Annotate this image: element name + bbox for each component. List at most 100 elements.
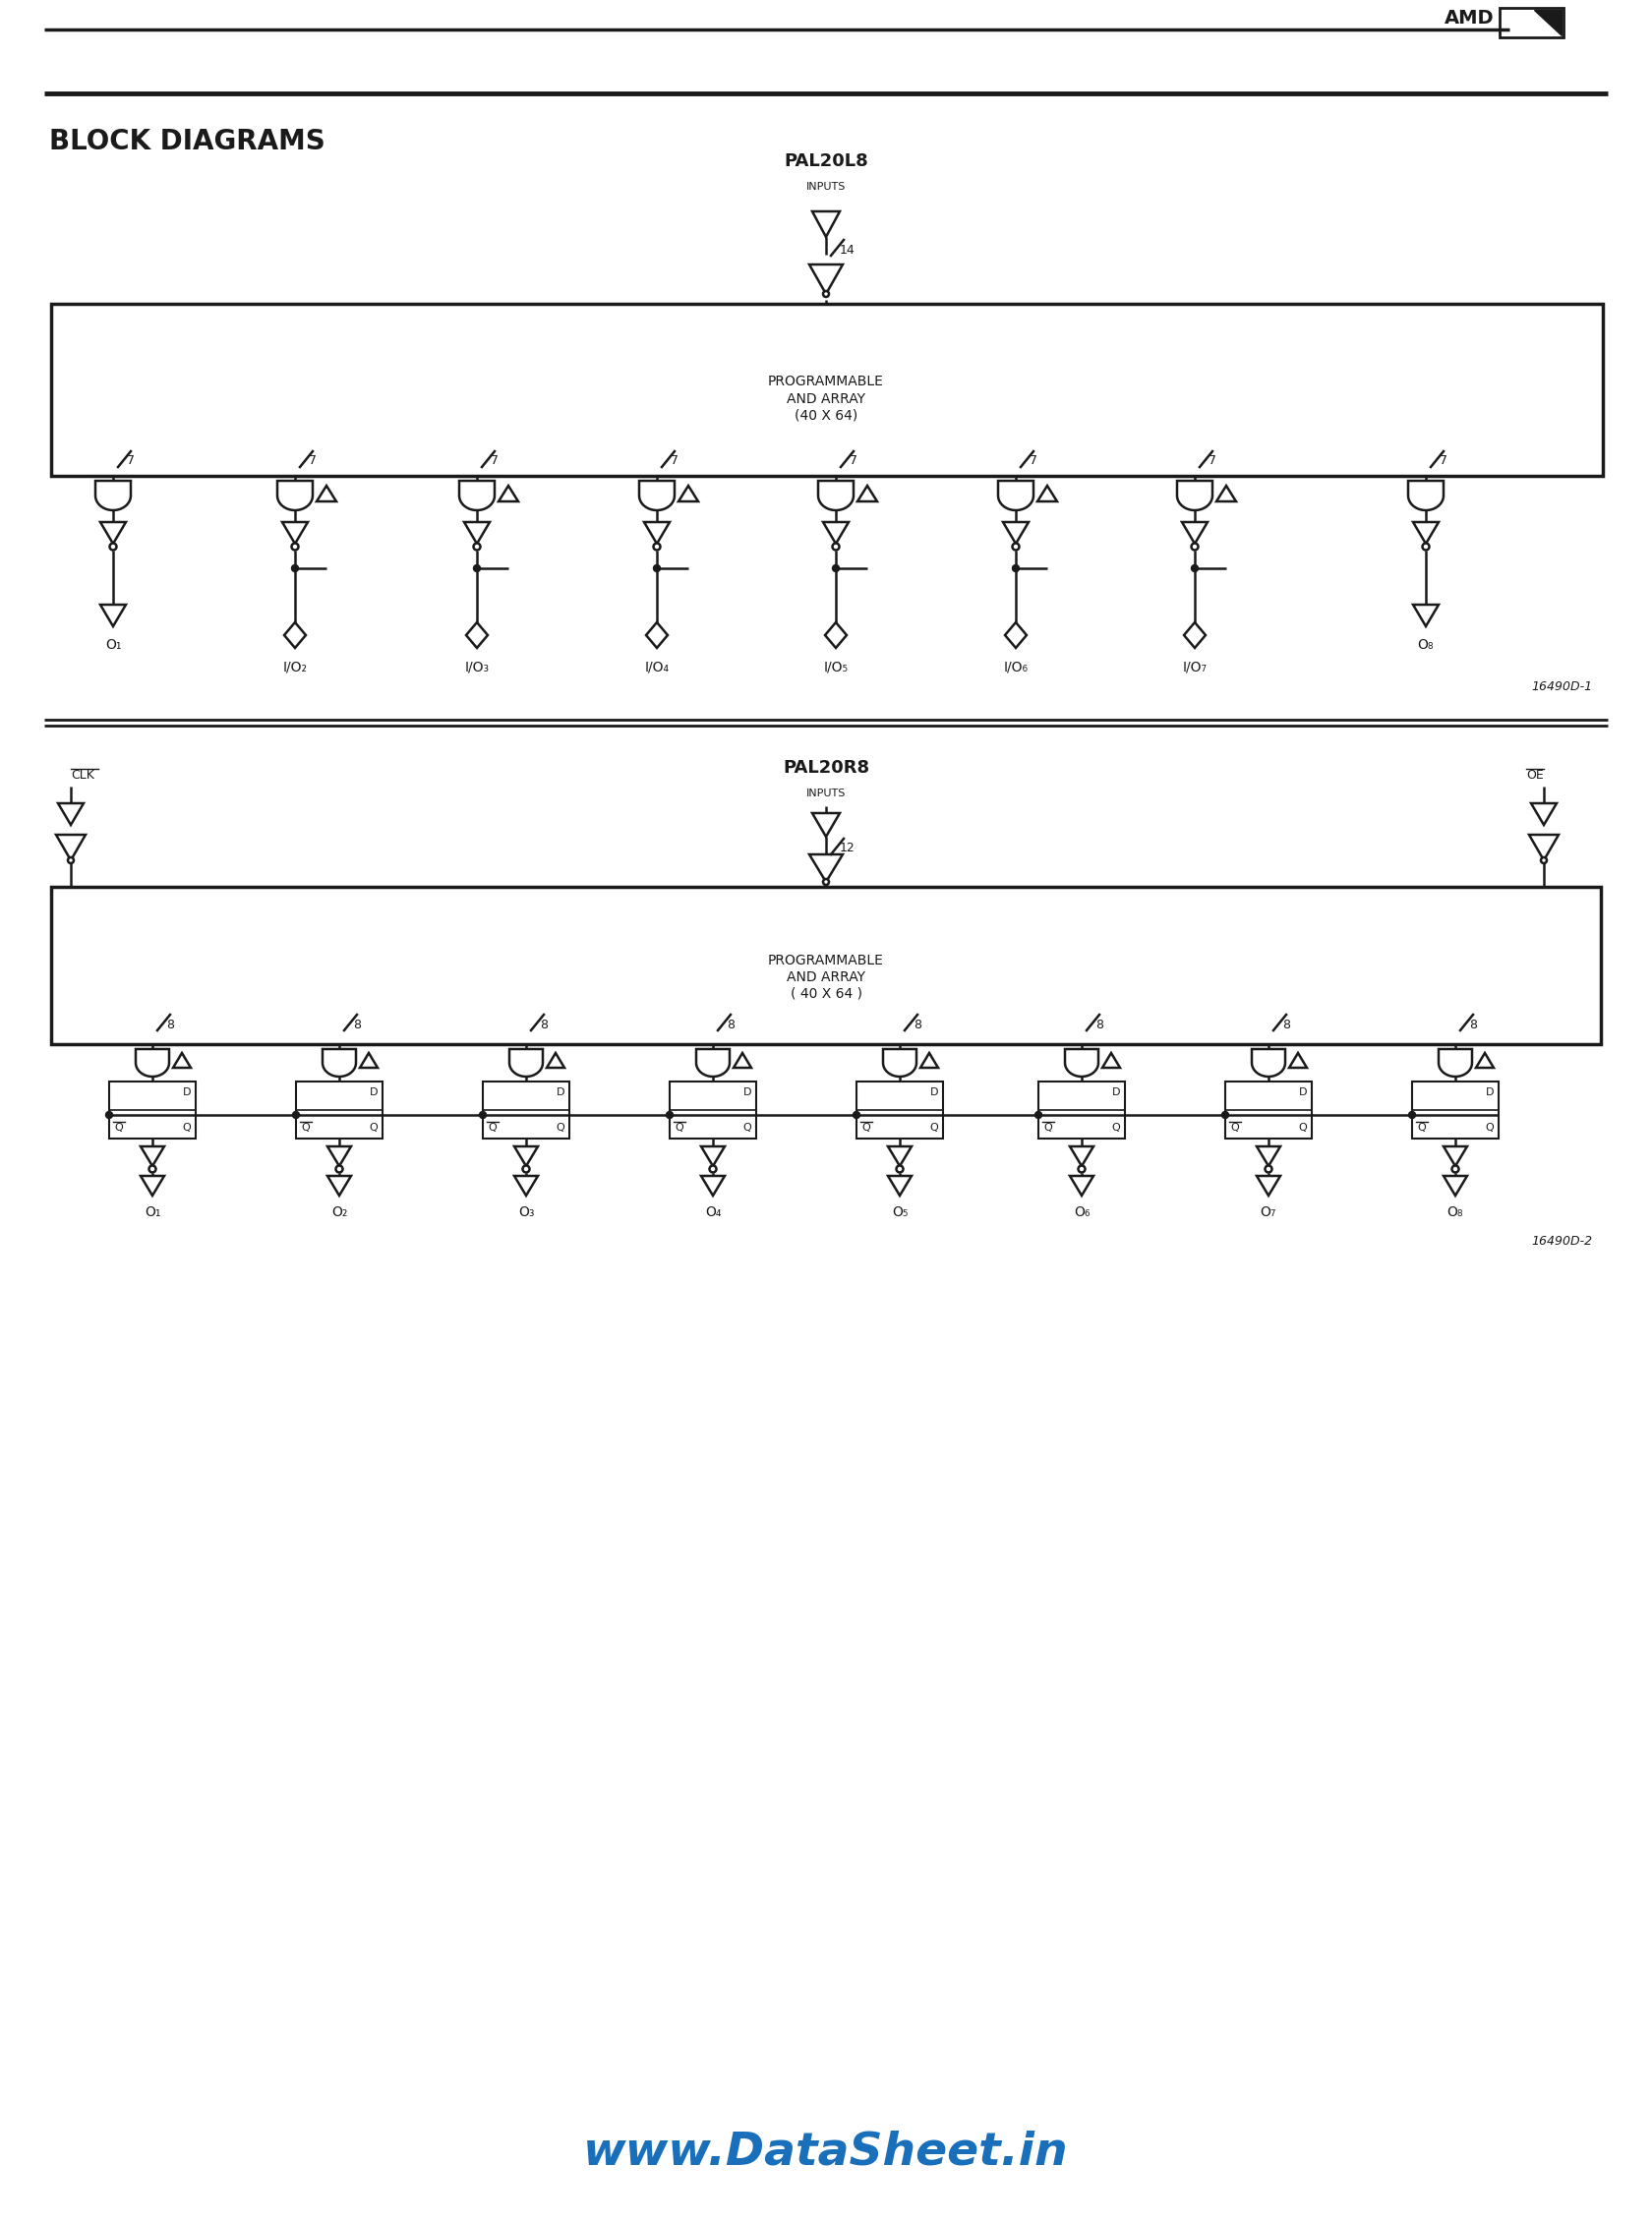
Circle shape	[106, 1112, 112, 1118]
Polygon shape	[509, 1049, 544, 1076]
Text: Q: Q	[368, 1123, 378, 1134]
Circle shape	[474, 565, 481, 571]
Polygon shape	[1252, 1049, 1285, 1076]
Polygon shape	[322, 1049, 355, 1076]
Polygon shape	[1535, 9, 1561, 36]
Polygon shape	[1289, 1054, 1307, 1067]
Polygon shape	[1070, 1176, 1094, 1196]
Text: O₄: O₄	[705, 1205, 720, 1218]
Polygon shape	[1412, 605, 1439, 627]
Text: 16490D-2: 16490D-2	[1531, 1236, 1593, 1247]
Text: Q: Q	[930, 1123, 938, 1134]
Circle shape	[1541, 858, 1546, 863]
Polygon shape	[813, 211, 839, 238]
Bar	[1500, 9, 1563, 38]
Text: 7: 7	[671, 456, 679, 467]
Text: D: D	[743, 1087, 752, 1098]
Polygon shape	[823, 522, 849, 545]
Text: Q: Q	[674, 1123, 684, 1134]
Text: I/O₃: I/O₃	[464, 660, 489, 674]
Bar	[1226, 1083, 1312, 1138]
Text: PAL20R8: PAL20R8	[783, 758, 869, 776]
Text: O₈: O₈	[1417, 638, 1434, 651]
Polygon shape	[809, 265, 843, 293]
Circle shape	[1013, 542, 1019, 549]
Bar	[51, 887, 1601, 1045]
Bar	[51, 305, 1602, 476]
Text: I/O₄: I/O₄	[644, 660, 669, 674]
Circle shape	[479, 1112, 486, 1118]
Polygon shape	[818, 480, 854, 511]
Bar	[1412, 1083, 1498, 1138]
Text: BLOCK DIAGRAMS: BLOCK DIAGRAMS	[50, 127, 325, 156]
Circle shape	[833, 542, 839, 549]
Text: 8: 8	[540, 1018, 548, 1031]
Circle shape	[823, 291, 829, 298]
Text: I/O₅: I/O₅	[824, 660, 847, 674]
Polygon shape	[1184, 622, 1206, 647]
Text: AND ARRAY: AND ARRAY	[786, 971, 866, 985]
Text: Q: Q	[1298, 1123, 1307, 1134]
Circle shape	[897, 1165, 904, 1172]
Polygon shape	[360, 1054, 378, 1067]
Bar	[669, 1083, 757, 1138]
Text: PROGRAMMABLE: PROGRAMMABLE	[768, 954, 884, 967]
Circle shape	[1422, 542, 1429, 549]
Polygon shape	[317, 485, 337, 502]
Polygon shape	[1408, 480, 1444, 511]
Circle shape	[852, 1112, 861, 1118]
Text: D: D	[1298, 1087, 1307, 1098]
Polygon shape	[920, 1054, 938, 1067]
Circle shape	[654, 542, 661, 549]
Polygon shape	[466, 622, 487, 647]
Text: D: D	[1485, 1087, 1493, 1098]
Text: 7: 7	[1209, 456, 1216, 467]
Polygon shape	[700, 1176, 725, 1196]
Text: 8: 8	[167, 1018, 173, 1031]
Text: (40 X 64): (40 X 64)	[795, 409, 857, 422]
Text: 8: 8	[727, 1018, 735, 1031]
Polygon shape	[327, 1147, 352, 1167]
Polygon shape	[1216, 485, 1236, 502]
Text: Q: Q	[1112, 1123, 1120, 1134]
Circle shape	[291, 542, 299, 549]
Polygon shape	[1257, 1147, 1280, 1167]
Circle shape	[1079, 1165, 1085, 1172]
Circle shape	[823, 878, 829, 885]
Polygon shape	[1003, 522, 1029, 545]
Text: INPUTS: INPUTS	[806, 789, 846, 798]
Polygon shape	[644, 522, 669, 545]
Text: 14: 14	[839, 242, 856, 256]
Text: 8: 8	[1095, 1018, 1104, 1031]
Text: O₆: O₆	[1074, 1205, 1090, 1218]
Polygon shape	[140, 1176, 164, 1196]
Polygon shape	[1176, 480, 1213, 511]
Polygon shape	[499, 485, 519, 502]
Text: O₇: O₇	[1260, 1205, 1277, 1218]
Polygon shape	[1531, 803, 1556, 825]
Circle shape	[474, 542, 481, 549]
Polygon shape	[1412, 522, 1439, 545]
Polygon shape	[679, 485, 699, 502]
Circle shape	[1191, 565, 1198, 571]
Text: O₈: O₈	[1447, 1205, 1464, 1218]
Polygon shape	[514, 1176, 539, 1196]
Polygon shape	[547, 1054, 565, 1067]
Polygon shape	[700, 1147, 725, 1167]
Text: 8: 8	[914, 1018, 922, 1031]
Polygon shape	[58, 803, 84, 825]
Circle shape	[1013, 565, 1019, 571]
Polygon shape	[101, 522, 126, 545]
Polygon shape	[101, 605, 126, 627]
Text: Q: Q	[555, 1123, 565, 1134]
Text: D: D	[182, 1087, 190, 1098]
Text: Q: Q	[1231, 1123, 1239, 1134]
Polygon shape	[733, 1054, 752, 1067]
Circle shape	[68, 858, 74, 863]
Text: O₁: O₁	[106, 638, 121, 651]
Polygon shape	[1444, 1147, 1467, 1167]
Circle shape	[109, 542, 117, 549]
Text: INPUTS: INPUTS	[806, 182, 846, 191]
Text: 8: 8	[354, 1018, 360, 1031]
Text: Q: Q	[487, 1123, 496, 1134]
